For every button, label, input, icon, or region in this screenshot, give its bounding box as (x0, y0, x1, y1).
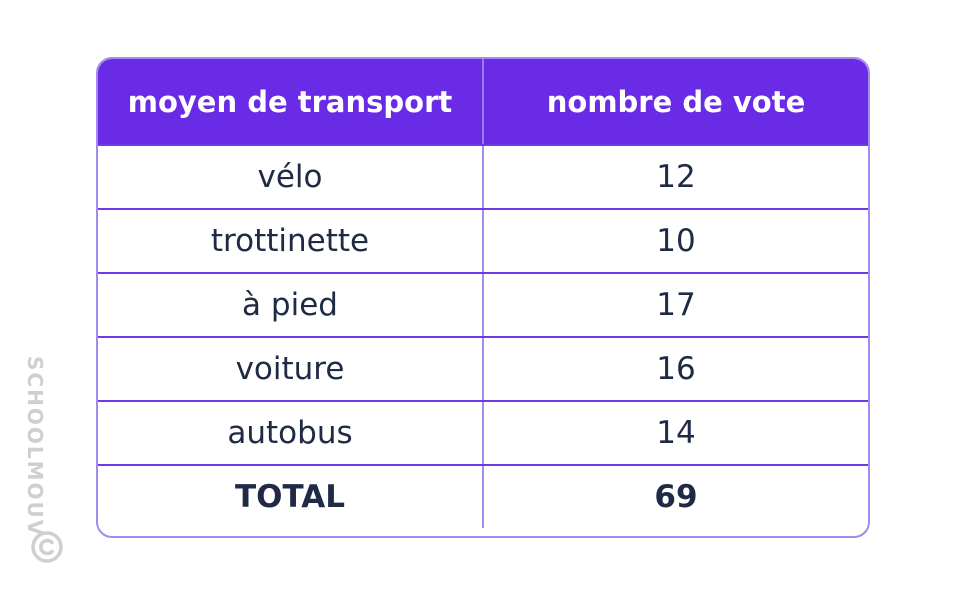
table-row: vélo 12 (98, 144, 868, 208)
total-value: 69 (654, 479, 698, 515)
table-row: à pied 17 (98, 272, 868, 336)
watermark-text: SCHOOLMOUV (23, 356, 47, 538)
votes-cell: 16 (656, 351, 696, 387)
votes-cell: 10 (656, 223, 696, 259)
votes-table: moyen de transport nombre de vote vélo 1… (96, 57, 870, 538)
table-row: voiture 16 (98, 336, 868, 400)
transport-cell: voiture (98, 338, 484, 400)
transport-cell: autobus (98, 402, 484, 464)
votes-cell: 14 (656, 415, 696, 451)
table-header-row: moyen de transport nombre de vote (98, 59, 868, 144)
transport-cell: à pied (98, 274, 484, 336)
transport-cell: vélo (98, 146, 484, 208)
table-row: trottinette 10 (98, 208, 868, 272)
table-row: autobus 14 (98, 400, 868, 464)
total-row: TOTAL 69 (98, 464, 868, 528)
copyright-icon (31, 531, 63, 563)
transport-cell: trottinette (98, 210, 484, 272)
header-votes: nombre de vote (546, 84, 806, 119)
votes-cell: 17 (656, 287, 696, 323)
votes-cell: 12 (656, 159, 696, 195)
header-transport: moyen de transport (98, 59, 484, 144)
total-label: TOTAL (98, 466, 484, 528)
